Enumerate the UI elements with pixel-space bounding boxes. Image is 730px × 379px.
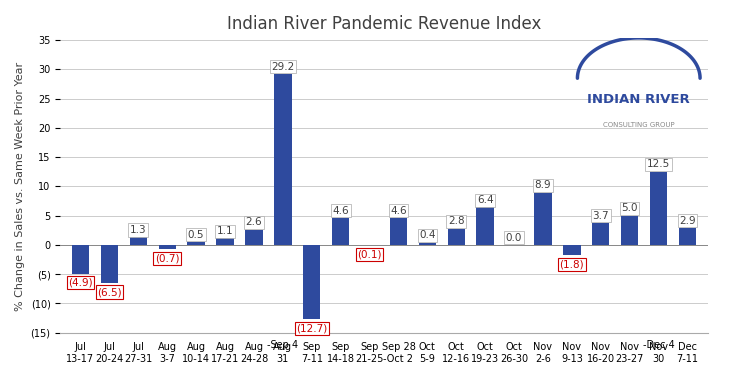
Text: 0.0: 0.0	[506, 233, 522, 243]
Bar	[332, 218, 350, 245]
Text: 1.1: 1.1	[217, 226, 234, 236]
Bar	[621, 216, 638, 245]
Bar	[447, 229, 465, 245]
Title: Indian River Pandemic Revenue Index: Indian River Pandemic Revenue Index	[227, 15, 541, 33]
Text: 8.9: 8.9	[534, 180, 551, 191]
Bar	[592, 223, 610, 245]
Text: 6.4: 6.4	[477, 195, 493, 205]
Text: (0.1): (0.1)	[357, 250, 382, 260]
Bar	[390, 218, 407, 245]
Bar	[303, 245, 320, 319]
Bar	[101, 245, 118, 283]
Text: 1.3: 1.3	[130, 225, 147, 235]
Text: 29.2: 29.2	[272, 62, 294, 72]
Text: 2.9: 2.9	[679, 216, 696, 226]
Text: 4.6: 4.6	[390, 206, 407, 216]
Bar	[361, 245, 378, 246]
Text: 0.5: 0.5	[188, 230, 204, 240]
Text: 5.0: 5.0	[621, 203, 638, 213]
Text: (4.9): (4.9)	[68, 278, 93, 288]
Text: INDIAN RIVER: INDIAN RIVER	[588, 93, 690, 106]
Text: (6.5): (6.5)	[97, 287, 122, 297]
Text: CONSULTING GROUP: CONSULTING GROUP	[603, 122, 675, 128]
Bar	[72, 245, 89, 274]
Y-axis label: % Change in Sales vs. Same Week Prior Year: % Change in Sales vs. Same Week Prior Ye…	[15, 62, 25, 311]
Bar	[650, 172, 667, 245]
Text: 2.8: 2.8	[448, 216, 464, 226]
Bar	[245, 230, 263, 245]
Bar	[563, 245, 580, 255]
Text: 4.6: 4.6	[332, 206, 349, 216]
Text: (0.7): (0.7)	[155, 253, 180, 263]
Text: (1.8): (1.8)	[559, 260, 584, 269]
Bar	[130, 237, 147, 245]
Text: 3.7: 3.7	[593, 211, 609, 221]
Bar	[216, 238, 234, 245]
Text: -Dec 4: -Dec 4	[642, 340, 675, 350]
Bar	[419, 243, 436, 245]
Bar	[188, 242, 205, 245]
Bar	[477, 207, 493, 245]
Bar	[274, 74, 291, 245]
Bar	[534, 193, 552, 245]
Text: 0.4: 0.4	[419, 230, 436, 240]
Bar	[158, 245, 176, 249]
Bar	[679, 228, 696, 245]
Text: (12.7): (12.7)	[296, 323, 327, 333]
Text: 12.5: 12.5	[647, 160, 670, 169]
Text: -Sep 4: -Sep 4	[267, 340, 299, 350]
Text: 2.6: 2.6	[245, 217, 262, 227]
